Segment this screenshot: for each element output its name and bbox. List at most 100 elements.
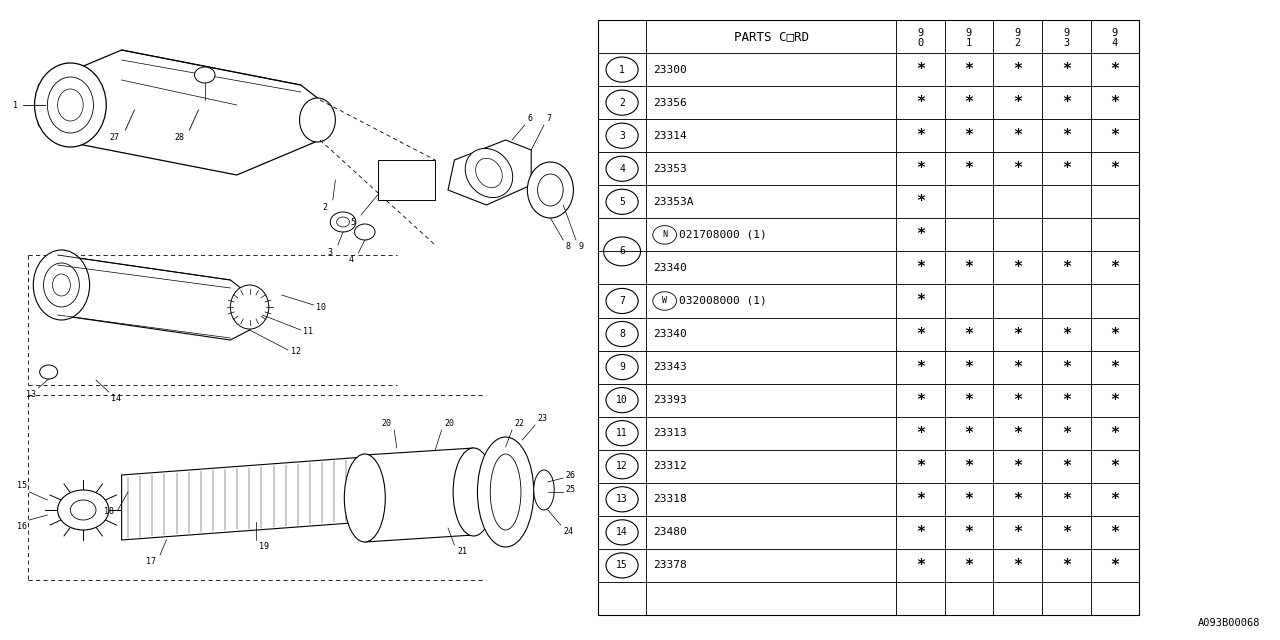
Text: 19: 19 — [259, 542, 269, 551]
Text: *: * — [915, 260, 925, 275]
Text: *: * — [1110, 161, 1120, 176]
Text: 17: 17 — [146, 557, 156, 566]
Text: *: * — [1061, 260, 1071, 275]
Text: 23343: 23343 — [653, 362, 686, 372]
Text: A093B00068: A093B00068 — [1198, 618, 1261, 628]
Text: 20: 20 — [381, 419, 392, 428]
Text: *: * — [1012, 558, 1023, 573]
Text: 28: 28 — [174, 133, 184, 142]
Text: 6: 6 — [620, 246, 625, 257]
Text: 4: 4 — [1112, 38, 1117, 48]
Text: *: * — [1061, 492, 1071, 507]
Text: 2: 2 — [323, 203, 328, 212]
Text: 24: 24 — [563, 527, 573, 536]
Text: *: * — [1012, 326, 1023, 342]
Text: *: * — [964, 161, 974, 176]
Text: *: * — [964, 62, 974, 77]
Text: *: * — [1110, 62, 1120, 77]
Text: *: * — [915, 392, 925, 408]
Text: 23378: 23378 — [653, 561, 686, 570]
Text: 2: 2 — [1015, 38, 1020, 48]
Text: *: * — [964, 326, 974, 342]
Text: 9: 9 — [1015, 28, 1020, 38]
Text: 23340: 23340 — [653, 263, 686, 273]
Ellipse shape — [58, 490, 109, 530]
Text: 9: 9 — [1112, 28, 1117, 38]
Text: *: * — [1110, 492, 1120, 507]
Text: *: * — [964, 525, 974, 540]
Text: 11: 11 — [303, 328, 314, 337]
Text: 23393: 23393 — [653, 395, 686, 405]
Text: 7: 7 — [620, 296, 625, 306]
Text: *: * — [915, 558, 925, 573]
Text: 23353A: 23353A — [653, 197, 694, 207]
Text: 3: 3 — [1064, 38, 1069, 48]
Text: *: * — [1061, 326, 1071, 342]
Text: *: * — [964, 95, 974, 110]
Text: *: * — [1012, 459, 1023, 474]
Ellipse shape — [40, 365, 58, 379]
Bar — [598, 20, 1139, 615]
Text: *: * — [1110, 128, 1120, 143]
Text: 23353: 23353 — [653, 164, 686, 173]
Text: *: * — [915, 227, 925, 243]
Text: *: * — [915, 161, 925, 176]
Text: *: * — [1061, 161, 1071, 176]
Ellipse shape — [344, 454, 385, 542]
Text: *: * — [915, 525, 925, 540]
Text: 14: 14 — [111, 394, 122, 403]
Text: 23480: 23480 — [653, 527, 686, 538]
Text: *: * — [1012, 161, 1023, 176]
Ellipse shape — [453, 448, 494, 536]
Text: 1: 1 — [13, 100, 18, 109]
Text: *: * — [1061, 62, 1071, 77]
Text: 3: 3 — [620, 131, 625, 141]
Text: *: * — [915, 326, 925, 342]
Text: 14: 14 — [616, 527, 628, 538]
Text: *: * — [915, 426, 925, 441]
Text: *: * — [1061, 360, 1071, 374]
Text: 27: 27 — [109, 133, 119, 142]
Text: 021708000 (1): 021708000 (1) — [680, 230, 767, 240]
Text: *: * — [1012, 492, 1023, 507]
Text: 13: 13 — [616, 494, 628, 504]
Ellipse shape — [35, 63, 106, 147]
Polygon shape — [122, 457, 365, 540]
Text: 22: 22 — [515, 419, 525, 428]
Text: PARTS C□RD: PARTS C□RD — [733, 30, 809, 43]
Text: 5: 5 — [351, 218, 356, 227]
Polygon shape — [448, 140, 531, 205]
Text: 15: 15 — [17, 481, 27, 490]
Text: *: * — [915, 128, 925, 143]
Text: *: * — [964, 392, 974, 408]
Text: 9: 9 — [1064, 28, 1069, 38]
Polygon shape — [378, 160, 435, 200]
Text: *: * — [1012, 260, 1023, 275]
Ellipse shape — [33, 250, 90, 320]
Text: 23: 23 — [538, 414, 548, 423]
Text: *: * — [1110, 95, 1120, 110]
Text: 21: 21 — [457, 547, 467, 556]
Text: *: * — [1110, 459, 1120, 474]
Text: 23314: 23314 — [653, 131, 686, 141]
Text: 2: 2 — [620, 98, 625, 108]
Text: 032008000 (1): 032008000 (1) — [680, 296, 767, 306]
Text: 9: 9 — [579, 242, 584, 251]
Text: 12: 12 — [616, 461, 628, 471]
Text: *: * — [1110, 426, 1120, 441]
Text: 18: 18 — [104, 508, 114, 516]
Text: *: * — [964, 360, 974, 374]
Text: 1: 1 — [620, 65, 625, 75]
Text: 12: 12 — [291, 348, 301, 356]
Text: 13: 13 — [26, 390, 36, 399]
Text: *: * — [1012, 128, 1023, 143]
Text: 25: 25 — [566, 486, 576, 495]
Text: *: * — [964, 128, 974, 143]
Text: *: * — [1012, 95, 1023, 110]
Text: *: * — [915, 95, 925, 110]
Text: 20: 20 — [444, 419, 454, 428]
Text: 0: 0 — [918, 38, 923, 48]
Text: *: * — [1061, 128, 1071, 143]
Text: *: * — [1061, 95, 1071, 110]
Text: 1: 1 — [966, 38, 972, 48]
